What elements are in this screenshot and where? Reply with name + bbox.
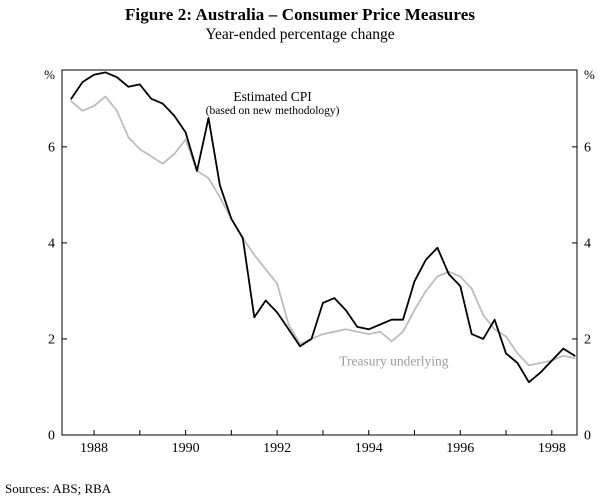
x-tick-label: 1988 <box>80 441 108 456</box>
y-tick-label-right: 6 <box>584 140 591 155</box>
x-tick-label: 1990 <box>172 441 200 456</box>
y-tick-label-left: 2 <box>48 332 55 347</box>
y-tick-label-right: 2 <box>584 332 591 347</box>
plot-frame <box>61 69 578 436</box>
x-tick-label: 1994 <box>355 441 383 456</box>
y-tick-label-right: 0 <box>584 429 591 444</box>
y-axis-unit-right: % <box>584 67 595 82</box>
source-note: Sources: ABS; RBA <box>5 481 112 496</box>
series-line-treasury-underlying <box>70 95 576 367</box>
chart-annotation: Treasury underlying <box>339 353 449 368</box>
x-tick-label: 1992 <box>263 441 291 456</box>
y-tick-label-right: 4 <box>584 236 591 251</box>
y-axis-unit-left: % <box>44 67 55 82</box>
x-tick-label: 1996 <box>446 441 474 456</box>
y-tick-label-left: 6 <box>48 140 55 155</box>
cpi-chart: 0 0 2 2 4 4 6 6% % 1988 1990 1992 1994 1996 1998 Estima… <box>44 67 595 456</box>
x-tick-label: 1998 <box>538 441 566 456</box>
figure-subtitle: Year-ended percentage change <box>205 26 395 43</box>
chart-annotation: Estimated CPI (based on new methodology) <box>206 89 340 117</box>
figure-title: Figure 2: Australia – Consumer Price Mea… <box>124 5 476 24</box>
y-tick-label-left: 0 <box>48 429 55 444</box>
series-line-estimated-cpi-based-on-new-methodology <box>70 71 576 384</box>
y-tick-label-left: 4 <box>48 236 55 251</box>
